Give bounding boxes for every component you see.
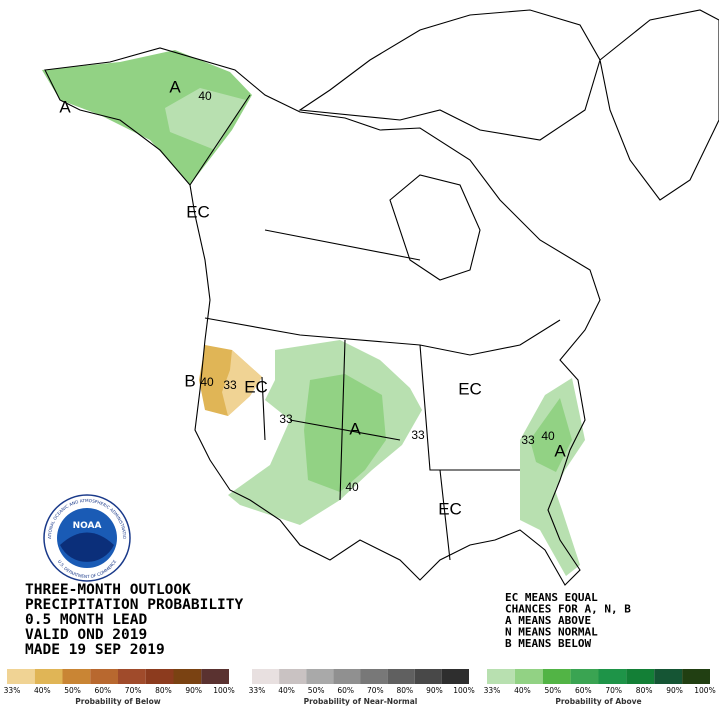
legend-tick-label: 40%: [278, 686, 295, 695]
legend-tick-label: 100%: [694, 686, 715, 695]
greenland: [599, 9, 719, 201]
legend-swatch: [34, 669, 63, 684]
legend-swatch: [387, 669, 415, 684]
legend-swatch: [654, 669, 683, 684]
legend-tick-label: 80%: [397, 686, 414, 695]
legend-swatch: [306, 669, 334, 684]
map-label: 40: [345, 480, 359, 494]
above-region: [42, 50, 252, 185]
title-line: MADE 19 SEP 2019: [25, 642, 165, 658]
map-label: 33: [411, 428, 425, 442]
legend-swatch: [626, 669, 655, 684]
above-region: [530, 398, 572, 472]
legend-tick-label: 70%: [605, 686, 622, 695]
coastline: [44, 47, 601, 586]
probability-shading: [42, 50, 585, 576]
hudson-bay: [389, 174, 481, 281]
above-region: [304, 374, 386, 492]
legend-swatch: [201, 669, 229, 684]
legend-swatch: [487, 669, 515, 684]
note-line: EC MEANS EQUAL: [505, 591, 598, 604]
map-labels: A A 40 EC B 40 33 EC 33 A 33 40 EC 33 40…: [59, 77, 566, 518]
map-label: EC: [438, 499, 462, 518]
legend: 33% 40% 50% 60% 70% 80% 90% 100% Probability of …: [4, 669, 716, 706]
legend-tick-label: 50%: [308, 686, 325, 695]
above-region: [520, 378, 585, 576]
legend-tick-label: 40%: [34, 686, 51, 695]
note-line: N MEANS NORMAL: [505, 626, 598, 639]
legend-tick-label: 50%: [545, 686, 562, 695]
legend-tick-label: 60%: [575, 686, 592, 695]
legend-tick-label: 70%: [125, 686, 142, 695]
arctic-islands: [298, 9, 601, 141]
legend-swatch: [90, 669, 118, 684]
legend-swatch: [598, 669, 627, 684]
map-label: EC: [458, 379, 482, 398]
geography: [44, 9, 719, 586]
legend-tick-label: 60%: [337, 686, 354, 695]
logo-name: NOAA: [73, 521, 102, 531]
map-label: EC: [244, 377, 268, 396]
legend-tick-label: 100%: [453, 686, 474, 695]
legend-swatch: [7, 669, 35, 684]
border: [189, 94, 561, 561]
legend-tick-label: 80%: [636, 686, 653, 695]
legend-swatch: [514, 669, 543, 684]
legend-tick-label: 90%: [185, 686, 202, 695]
legend-tick-label: 90%: [666, 686, 683, 695]
legend-swatch: [62, 669, 91, 684]
legend-swatch: [279, 669, 307, 684]
below-region: [222, 350, 262, 416]
legend-tick-label: 80%: [155, 686, 172, 695]
legend-swatch: [414, 669, 442, 684]
map-label: EC: [186, 202, 210, 221]
legend-title: Probability of Near-Normal: [304, 697, 418, 706]
legend-swatch: [570, 669, 599, 684]
legend-swatch: [252, 669, 280, 684]
logo-bird: [60, 532, 114, 562]
legend-title: Probability of Below: [75, 697, 160, 706]
title-line: VALID OND 2019: [25, 627, 147, 643]
legend-swatch: [441, 669, 469, 684]
map-label: 33: [279, 412, 293, 426]
legend-tick-label: 50%: [64, 686, 81, 695]
map-label: 40: [541, 429, 555, 443]
legend-swatch: [542, 669, 571, 684]
map-label: A: [554, 441, 566, 460]
map-label: B: [184, 371, 195, 390]
legend-swatch: [333, 669, 361, 684]
map-label: 40: [200, 375, 214, 389]
legend-swatch: [173, 669, 202, 684]
legend-tick-label: 60%: [95, 686, 112, 695]
legend-tick-label: 70%: [367, 686, 384, 695]
map-label: A: [349, 419, 361, 438]
map-label: A: [59, 97, 71, 116]
map-label: 40: [198, 89, 212, 103]
legend-tick-label: 33%: [4, 686, 21, 695]
map-label: 33: [223, 378, 237, 392]
legend-tick-label: 100%: [213, 686, 234, 695]
title-line: 0.5 MONTH LEAD: [25, 612, 147, 628]
legend-tick-label: 33%: [249, 686, 266, 695]
legend-tick-label: 90%: [426, 686, 443, 695]
note-line: A MEANS ABOVE: [505, 614, 591, 627]
map-label: 33: [521, 433, 535, 447]
note-line: B MEANS BELOW: [505, 637, 591, 650]
legend-tick-label: 33%: [484, 686, 501, 695]
title-line: PRECIPITATION PROBABILITY: [25, 597, 244, 613]
title-line: THREE-MONTH OUTLOOK: [25, 582, 191, 598]
above-region: [165, 88, 246, 150]
legend-swatch: [118, 669, 146, 684]
legend-swatch: [360, 669, 388, 684]
note-line: CHANCES FOR A, N, B: [505, 603, 631, 616]
legend-tick-label: 40%: [514, 686, 531, 695]
map-label: A: [169, 77, 181, 96]
legend-swatch: [145, 669, 174, 684]
legend-swatch: [682, 669, 710, 684]
legend-title: Probability of Above: [555, 697, 641, 706]
